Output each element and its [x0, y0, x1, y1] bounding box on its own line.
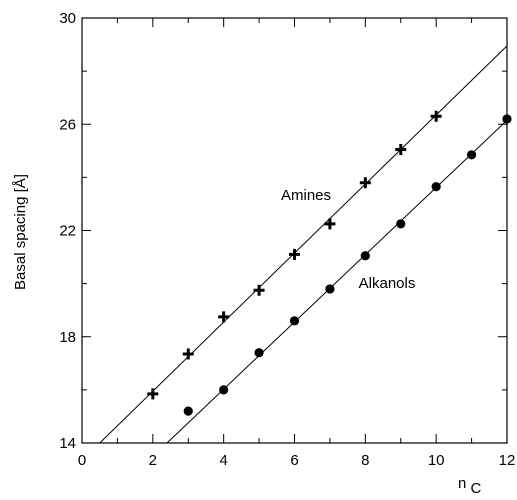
amines-point — [289, 248, 300, 260]
y-axis-title: Basal spacing [Å] — [12, 174, 29, 290]
alkanols-point — [289, 316, 300, 326]
x-tick-label: 8 — [361, 452, 369, 469]
series-labels: Amines Alkanols — [281, 187, 415, 292]
alkanols-point — [183, 406, 193, 416]
amines-fit-line — [99, 45, 508, 444]
plot-frame — [81, 17, 508, 444]
x-tick-label: 10 — [428, 452, 445, 469]
alkanols-point — [325, 284, 335, 294]
x-axis-title-main: n — [458, 475, 466, 492]
fit-lines — [99, 45, 508, 444]
alkanols-point — [396, 219, 406, 229]
amines-point — [359, 177, 371, 189]
alkanols-point — [254, 348, 264, 358]
plot-border — [81, 17, 508, 444]
x-axis-title: n C — [458, 475, 482, 497]
amines-point — [218, 311, 230, 323]
x-tick-label: 6 — [290, 452, 298, 469]
amines-point — [253, 284, 265, 296]
x-axis-title-subscript: C — [471, 480, 482, 497]
amines-label: Amines — [281, 187, 331, 204]
data-markers — [147, 110, 512, 416]
alkanols-point — [466, 150, 477, 160]
alkanols-point — [219, 385, 229, 395]
x-tick-label: 2 — [149, 452, 157, 469]
amines-point — [324, 218, 336, 230]
alkanols-fit-line — [166, 119, 508, 444]
y-tick-label: 18 — [59, 329, 76, 346]
x-tick-label: 0 — [78, 452, 86, 469]
y-tick-label: 14 — [59, 435, 76, 452]
alkanols-point — [360, 251, 370, 261]
y-tick-label: 22 — [59, 223, 76, 240]
x-tick-label: 4 — [219, 452, 227, 469]
x-tick-label: 12 — [499, 452, 516, 469]
amines-point — [182, 348, 194, 360]
amines-point — [430, 110, 442, 122]
y-axis: 14 18 22 26 30 — [59, 10, 507, 452]
alkanols-point — [431, 182, 441, 192]
alkanols-point — [502, 114, 512, 124]
alkanols-label: Alkanols — [359, 275, 416, 292]
y-tick-label: 26 — [59, 116, 76, 133]
y-tick-label: 30 — [59, 10, 76, 27]
amines-point — [395, 143, 407, 155]
x-axis: 0 2 4 6 8 10 12 — [78, 18, 516, 469]
amines-point — [147, 388, 159, 400]
